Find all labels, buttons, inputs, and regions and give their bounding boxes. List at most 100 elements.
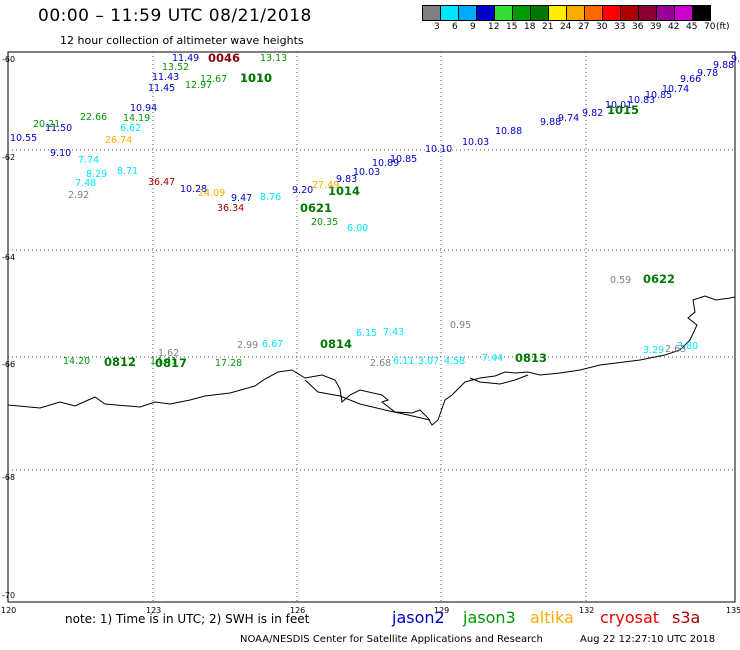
wave-height-label: 14.20 <box>63 356 90 367</box>
legend-label: 24 <box>560 22 572 32</box>
latitude-label: -66 <box>2 360 15 369</box>
pass-time-label: 0813 <box>515 351 547 365</box>
wave-height-label: 20.35 <box>311 217 338 228</box>
wave-height-label: 7.44 <box>482 353 503 364</box>
longitude-label: 120 <box>1 606 16 615</box>
wave-height-label: 17.28 <box>215 358 242 369</box>
wave-height-label: 0.59 <box>610 275 631 286</box>
legend-label: 18 <box>524 22 536 32</box>
wave-height-label: 6.00 <box>347 223 368 234</box>
footer-note: note: 1) Time is in UTC; 2) SWH is in fe… <box>65 612 310 626</box>
legend-label: 3 <box>434 22 440 32</box>
wave-height-label: 36.34 <box>217 203 244 214</box>
wave-height-label: 6.15 <box>356 328 377 339</box>
wave-height-label: 7.48 <box>75 178 96 189</box>
wave-height-label: 9.10 <box>50 148 71 159</box>
wave-height-label: 7.74 <box>78 155 99 166</box>
wave-height-label: 2.63 <box>665 344 686 355</box>
pass-time-label: 0817 <box>155 356 187 370</box>
latitude-label: -68 <box>2 473 15 482</box>
wave-height-label: 10.03 <box>462 137 489 148</box>
wave-height-label: 9.98 <box>731 54 740 65</box>
wave-height-label: 9.82 <box>582 108 603 119</box>
satellite-name: altika <box>530 608 574 627</box>
wave-height-label: 14.41 <box>150 356 177 367</box>
legend-label: 21 <box>542 22 554 32</box>
longitude-label: 129 <box>434 606 449 615</box>
pass-time-label: 1015 <box>607 103 639 117</box>
legend-label: 39 <box>650 22 662 32</box>
map-frame <box>7 51 736 603</box>
wave-height-label: 11.49 <box>172 53 199 64</box>
wave-height-label: 27.49 <box>312 180 339 191</box>
wave-height-label: 7.43 <box>383 327 404 338</box>
pass-time-label: 0814 <box>320 337 352 351</box>
wave-height-label: 2.68 <box>370 358 391 369</box>
latitude-label: -70 <box>2 591 15 600</box>
map-title: 00:00 – 11:59 UTC 08/21/2018 <box>38 6 312 26</box>
wave-height-label: 13.52 <box>162 62 189 73</box>
wave-height-label: 4.58 <box>444 356 465 367</box>
wave-height-label: 12.67 <box>200 74 227 85</box>
wave-height-label: 13.13 <box>260 53 287 64</box>
wave-height-label: 10.28 <box>180 184 207 195</box>
coastline-inlet <box>469 374 529 385</box>
legend-labels: 3 6 9 12 15 18 21 24 27 30 33 36 39 42 45 70 (ft) <box>422 22 740 34</box>
wave-height-label: 10.85 <box>390 154 417 165</box>
legend-label: 27 <box>578 22 590 32</box>
wave-height-label: 9.66 <box>680 74 701 85</box>
satellite-name: jason2 <box>392 608 445 627</box>
wave-height-label: 8.29 <box>86 169 107 180</box>
wave-height-label: 11.50 <box>45 123 72 134</box>
legend-label: (ft) <box>716 22 730 32</box>
pass-time-label: 0046 <box>208 51 240 65</box>
wave-height-label: 26.74 <box>105 135 132 146</box>
wave-height-label: 12.97 <box>185 80 212 91</box>
wave-height-label: 9.83 <box>336 174 357 185</box>
wave-height-label: 10.03 <box>353 167 380 178</box>
wave-height-label: 10.89 <box>372 158 399 169</box>
wave-height-label: 2.92 <box>68 190 89 201</box>
wave-height-label: 3.07 <box>418 356 439 367</box>
longitude-label: 132 <box>579 606 594 615</box>
wave-height-label: 2.99 <box>237 340 258 351</box>
legend-label: 42 <box>668 22 680 32</box>
legend-label: 9 <box>470 22 476 32</box>
wave-height-label: 10.94 <box>130 103 157 114</box>
wave-height-label: 10.01 <box>605 100 632 111</box>
wave-height-label: 9.20 <box>292 185 313 196</box>
legend-swatch <box>692 5 711 21</box>
latitude-label: -62 <box>2 153 15 162</box>
legend-label: 33 <box>614 22 626 32</box>
coastline-island <box>304 379 431 421</box>
longitude-label: 135 <box>726 606 740 615</box>
legend-label: 12 <box>488 22 500 32</box>
wave-height-label: 3.29 <box>643 345 664 356</box>
wave-height-label: 10.74 <box>662 84 689 95</box>
legend-label: 6 <box>452 22 458 32</box>
map-subtitle: 12 hour collection of altimeter wave hei… <box>60 34 304 47</box>
wave-height-label: 14.19 <box>123 113 150 124</box>
wave-height-label: 10.88 <box>495 126 522 137</box>
axis-labels: -60 -62 -64 -66 -68 -70 120 123 126 129 132 135 <box>1 55 740 615</box>
wave-height-label: 6.67 <box>262 339 283 350</box>
legend-label: 36 <box>632 22 644 32</box>
coastline <box>7 295 736 426</box>
wave-height-label: 1.62 <box>158 348 179 359</box>
wave-height-label: 10.10 <box>425 144 452 155</box>
wave-height-label: 6.62 <box>120 123 141 134</box>
pass-time-label: 0812 <box>104 355 136 369</box>
wave-height-label: 9.88 <box>713 60 734 71</box>
wave-height-label: 0.95 <box>450 320 471 331</box>
wave-height-label: 11.45 <box>148 83 175 94</box>
wave-height-label: 3.80 <box>677 341 698 352</box>
satellite-name: cryosat <box>600 608 660 627</box>
wave-height-label: 11.43 <box>152 72 179 83</box>
pass-time-label: 1014 <box>328 184 360 198</box>
legend-label: 45 <box>686 22 698 32</box>
legend-label: 30 <box>596 22 608 32</box>
legend-label: 15 <box>506 22 518 32</box>
wave-height-label: 8.76 <box>260 192 281 203</box>
